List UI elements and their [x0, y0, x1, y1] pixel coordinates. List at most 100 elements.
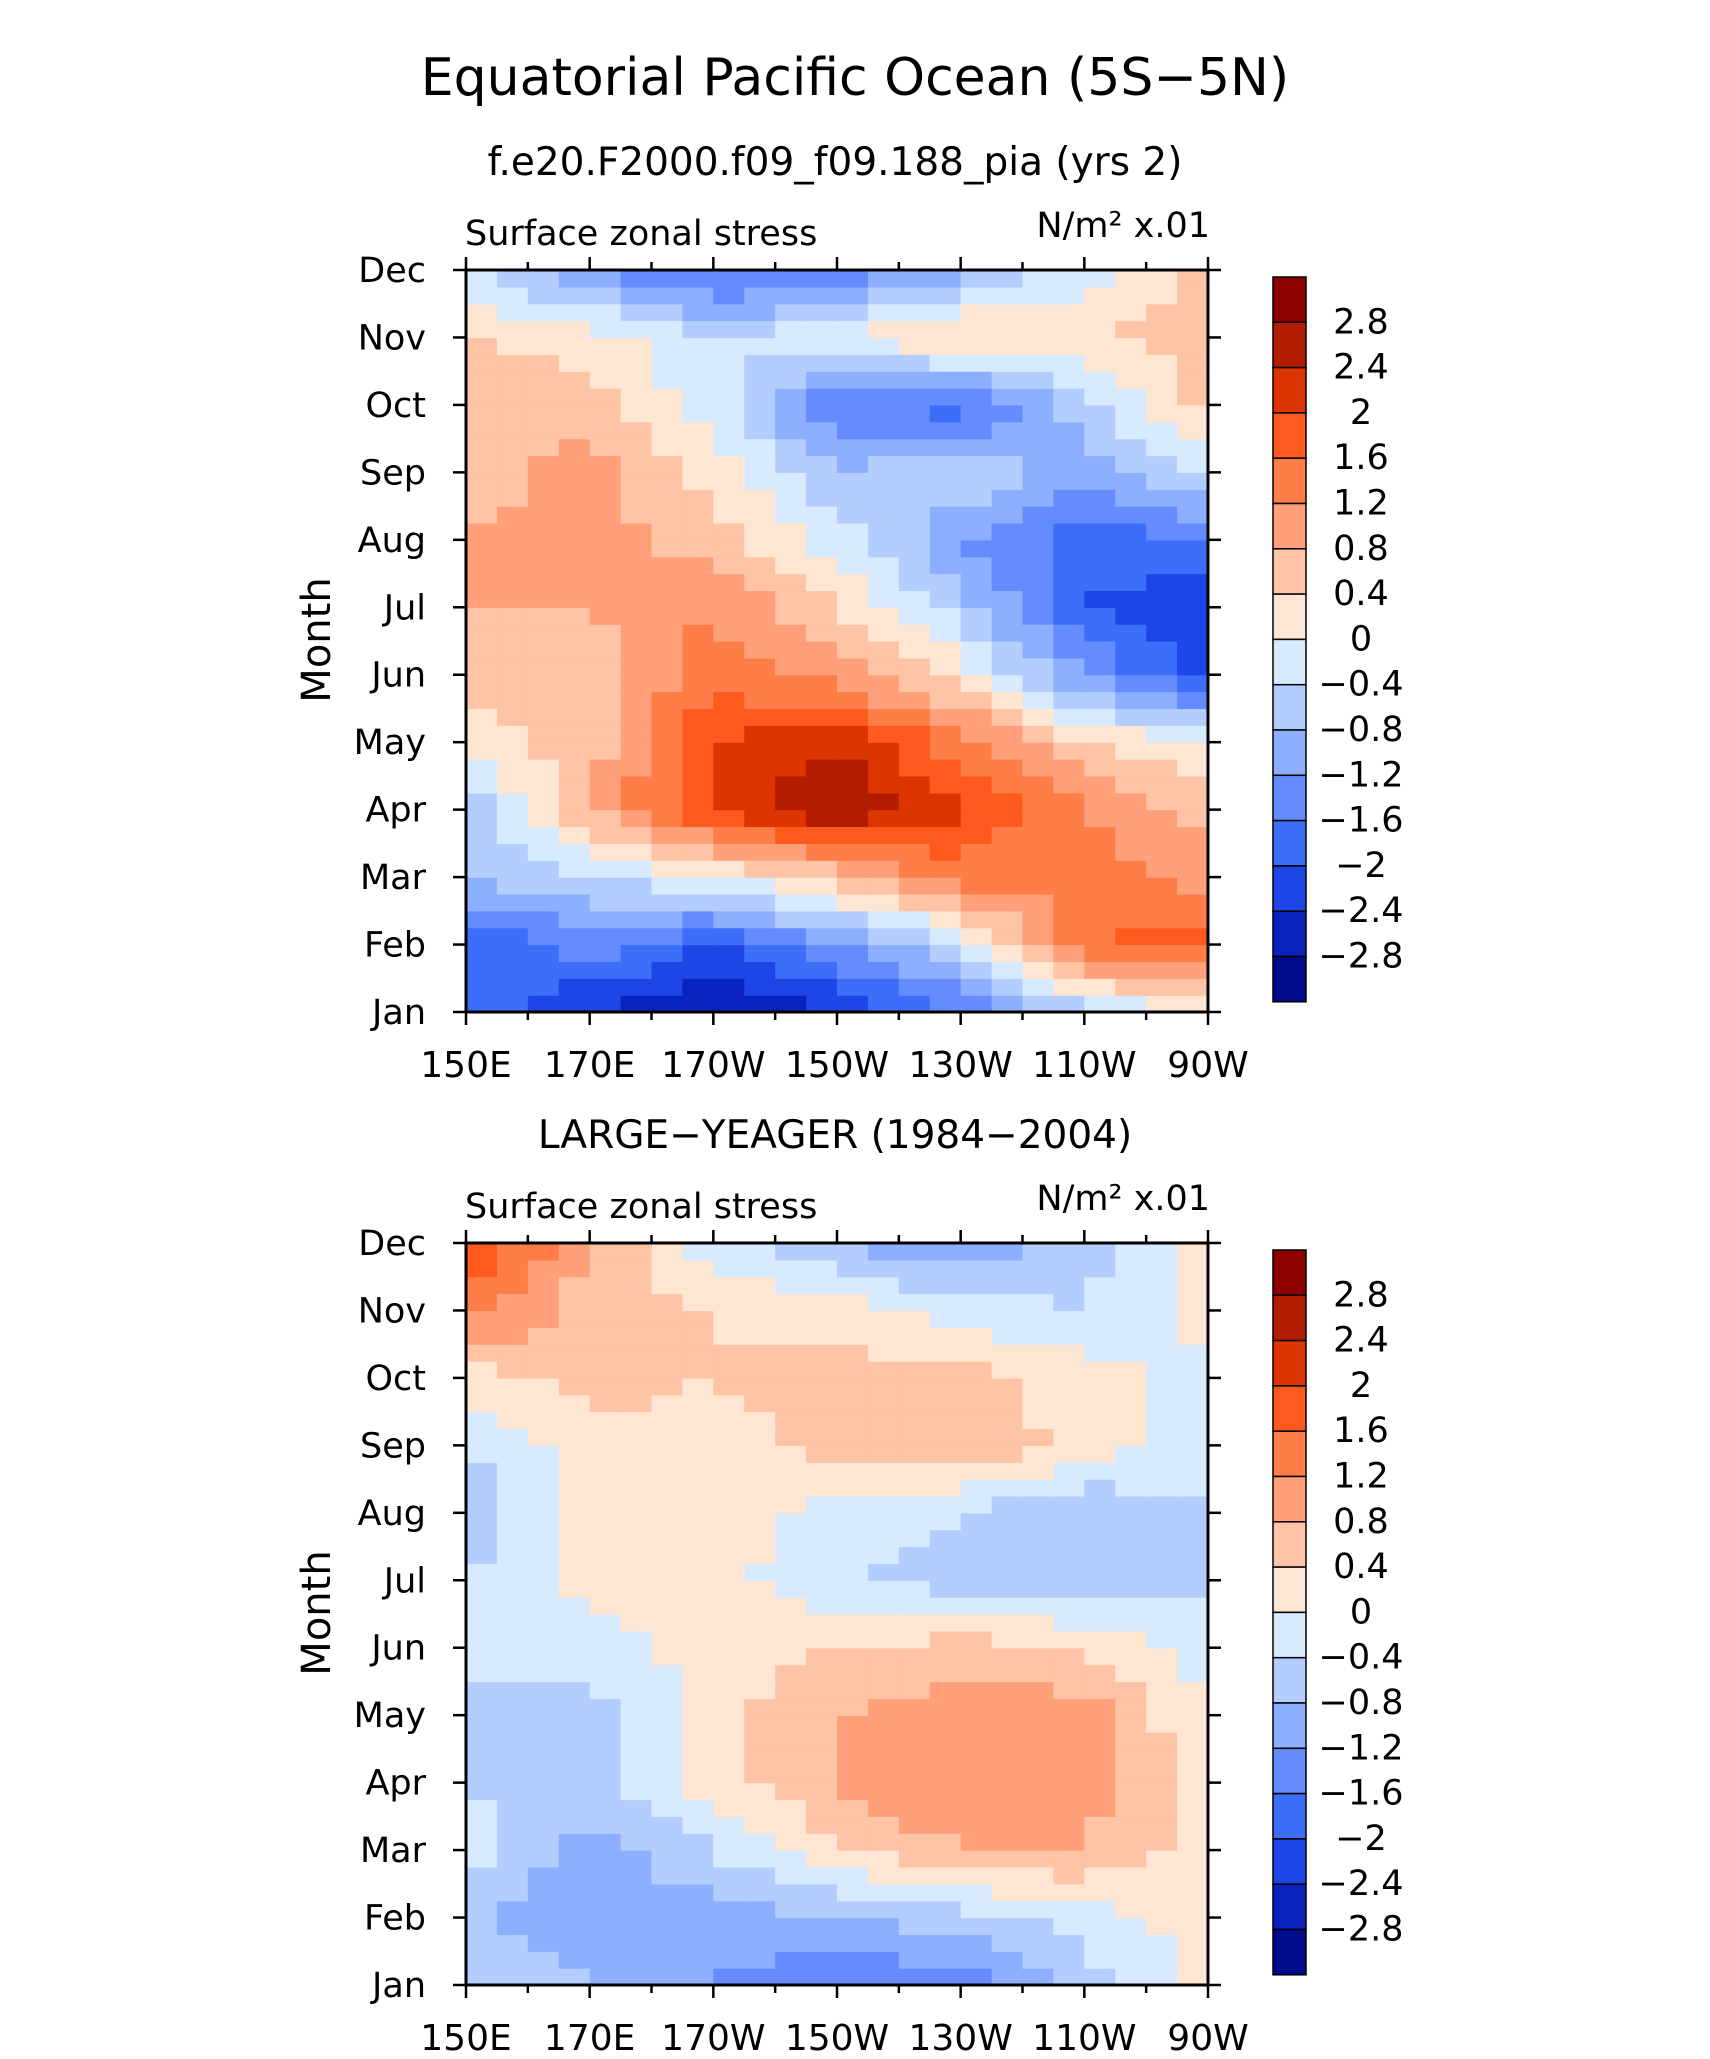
heatmap-cell	[1146, 1529, 1178, 1548]
heatmap-cell	[620, 843, 653, 861]
heatmap-cell	[775, 792, 807, 811]
heatmap-cell	[713, 944, 745, 963]
heatmap-cell	[589, 961, 622, 979]
heatmap-cell	[960, 826, 993, 844]
heatmap-cell	[651, 1276, 684, 1295]
heatmap-cell	[496, 944, 529, 963]
heatmap-cell	[682, 1293, 714, 1312]
heatmap-cell	[589, 421, 622, 440]
heatmap-cell	[744, 506, 776, 524]
heatmap-cell	[589, 522, 622, 541]
heatmap-cell	[867, 1462, 900, 1480]
heatmap-cell	[960, 1816, 993, 1834]
heatmap-cell	[991, 1310, 1024, 1328]
heatmap-cell	[713, 1968, 745, 1986]
heatmap-cell	[867, 708, 900, 726]
heatmap-cell	[1146, 1681, 1178, 1699]
heatmap-cell	[837, 1462, 869, 1480]
heatmap-cell	[867, 506, 900, 524]
heatmap-cell	[713, 1816, 745, 1834]
heatmap-cell	[466, 1900, 498, 1919]
heatmap-cell	[589, 354, 622, 372]
heatmap-cell	[1146, 1630, 1178, 1649]
heatmap-cell	[1146, 742, 1178, 760]
heatmap-cell	[806, 893, 838, 912]
heatmap-cell	[466, 438, 498, 457]
heatmap-cell	[1053, 624, 1085, 642]
heatmap-cell	[929, 1630, 962, 1649]
heatmap-cell	[960, 539, 993, 558]
heatmap-cell	[558, 624, 591, 642]
heatmap-cell	[867, 438, 900, 457]
heatmap-cell	[898, 455, 931, 473]
heatmap-cell	[929, 1327, 962, 1345]
heatmap-cell	[929, 556, 962, 575]
heatmap-cell	[1084, 1748, 1116, 1767]
heatmap-cell	[558, 809, 591, 828]
heatmap-cell	[496, 573, 529, 592]
heatmap-cell	[837, 1411, 869, 1430]
heatmap-cell	[806, 1647, 838, 1666]
heatmap-cell	[1053, 270, 1085, 288]
x-tick-label: 170W	[661, 1045, 765, 1086]
heatmap-cell	[558, 1495, 591, 1514]
heatmap-cell	[1146, 759, 1178, 777]
heatmap-cell	[1084, 809, 1116, 828]
heatmap-cell	[960, 809, 993, 828]
heatmap-cell	[991, 1816, 1024, 1834]
heatmap-cell	[466, 607, 498, 625]
heatmap-cell	[898, 354, 931, 372]
heatmap-cell	[775, 1698, 807, 1716]
heatmap-cell	[806, 404, 838, 423]
heatmap-cell	[1177, 1630, 1209, 1649]
heatmap-cell	[867, 1512, 900, 1531]
heatmap-cell	[1146, 809, 1178, 828]
heatmap-cell	[589, 1377, 622, 1396]
heatmap-cell	[651, 1243, 684, 1261]
heatmap-cell	[527, 1614, 560, 1632]
heatmap-cell	[1022, 1698, 1055, 1716]
heatmap-cell	[960, 421, 993, 440]
heatmap-cell	[1053, 1394, 1085, 1413]
heatmap-cell	[744, 674, 776, 693]
heatmap-cell	[929, 506, 962, 524]
heatmap-cell	[1146, 978, 1178, 996]
heatmap-cell	[1146, 775, 1178, 794]
heatmap-cell	[744, 1310, 776, 1328]
heatmap-cell	[620, 590, 653, 608]
heatmap-cell	[1115, 303, 1147, 322]
heatmap-cell	[620, 404, 653, 423]
heatmap-cell	[651, 1900, 684, 1919]
heatmap-cell	[589, 438, 622, 457]
heatmap-cell	[713, 522, 745, 541]
heatmap-cell	[713, 759, 745, 777]
heatmap-cell	[527, 708, 560, 726]
heatmap-cell	[1022, 522, 1055, 541]
heatmap-cell	[806, 1310, 838, 1328]
heatmap-cell	[527, 1715, 560, 1733]
heatmap-cell	[651, 1681, 684, 1699]
heatmap-cell	[867, 1732, 900, 1750]
heatmap-cell	[682, 1647, 714, 1666]
heatmap-cell	[837, 354, 869, 372]
heatmap-cell	[837, 1580, 869, 1598]
heatmap-cell	[682, 978, 714, 996]
heatmap-cell	[1084, 506, 1116, 524]
y-tick-label: Aug	[358, 521, 426, 561]
heatmap-cell	[929, 1529, 962, 1548]
heatmap-cell	[558, 590, 591, 608]
heatmap-cell	[1115, 877, 1147, 895]
heatmap-cell	[1115, 556, 1147, 575]
colorbar-label: −2.8	[1319, 1910, 1404, 1950]
heatmap-cell	[1084, 573, 1116, 592]
heatmap-cell	[1053, 978, 1085, 996]
heatmap-cell	[929, 404, 962, 423]
heatmap-cell	[620, 927, 653, 946]
heatmap-cell	[496, 826, 529, 844]
heatmap-cell	[1177, 438, 1209, 457]
heatmap-cell	[1115, 1816, 1147, 1834]
heatmap-cell	[1022, 826, 1055, 844]
heatmap-cell	[466, 927, 498, 946]
heatmap-cell	[929, 1934, 962, 1952]
heatmap-cell	[713, 1327, 745, 1345]
